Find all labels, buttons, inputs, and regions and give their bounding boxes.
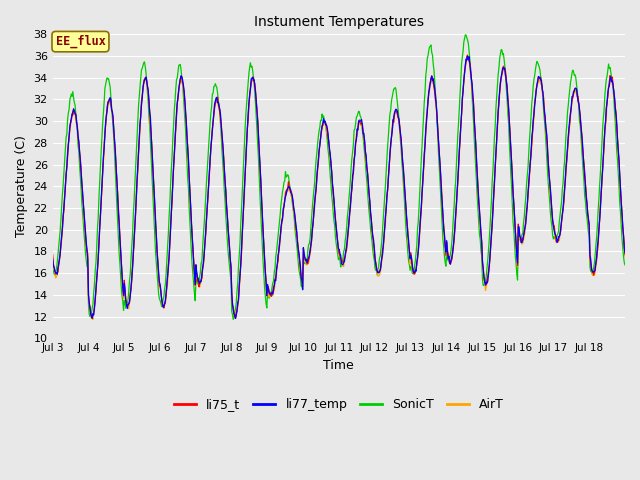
Y-axis label: Temperature (C): Temperature (C) (15, 135, 28, 237)
Legend: li75_t, li77_temp, SonicT, AirT: li75_t, li77_temp, SonicT, AirT (169, 393, 509, 416)
Text: EE_flux: EE_flux (56, 35, 106, 48)
X-axis label: Time: Time (323, 359, 354, 372)
Title: Instument Temperatures: Instument Temperatures (254, 15, 424, 29)
